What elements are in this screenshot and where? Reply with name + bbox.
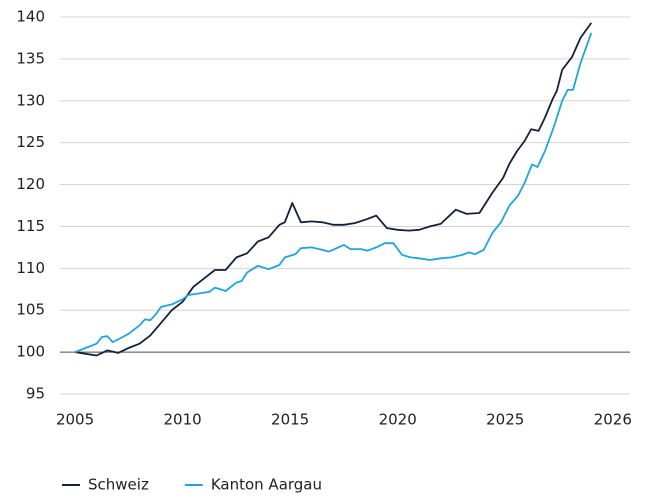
y-tick-label: 100 <box>16 343 45 361</box>
y-tick-label: 130 <box>16 91 45 109</box>
y-tick-label: 105 <box>16 301 45 319</box>
x-tick-label: 2015 <box>271 411 309 429</box>
x-tick-label: 2005 <box>56 411 94 429</box>
x-tick-label: 2020 <box>379 411 417 429</box>
series-line <box>74 32 593 353</box>
y-tick-label: 110 <box>16 259 45 277</box>
y-tick-label: 95 <box>26 385 45 403</box>
y-tick-label: 140 <box>16 8 45 26</box>
legend-label: Kanton Aargau <box>211 476 322 494</box>
legend-label: Schweiz <box>88 476 149 494</box>
series-line <box>74 22 593 357</box>
x-tick-label: 2010 <box>164 411 202 429</box>
y-tick-label: 115 <box>16 217 45 235</box>
y-tick-label: 125 <box>16 133 45 151</box>
x-tick-label: 2025 <box>486 411 524 429</box>
x-tick-label: 2026 <box>594 411 632 429</box>
y-tick-label: 135 <box>16 49 45 67</box>
y-tick-label: 120 <box>16 175 45 193</box>
